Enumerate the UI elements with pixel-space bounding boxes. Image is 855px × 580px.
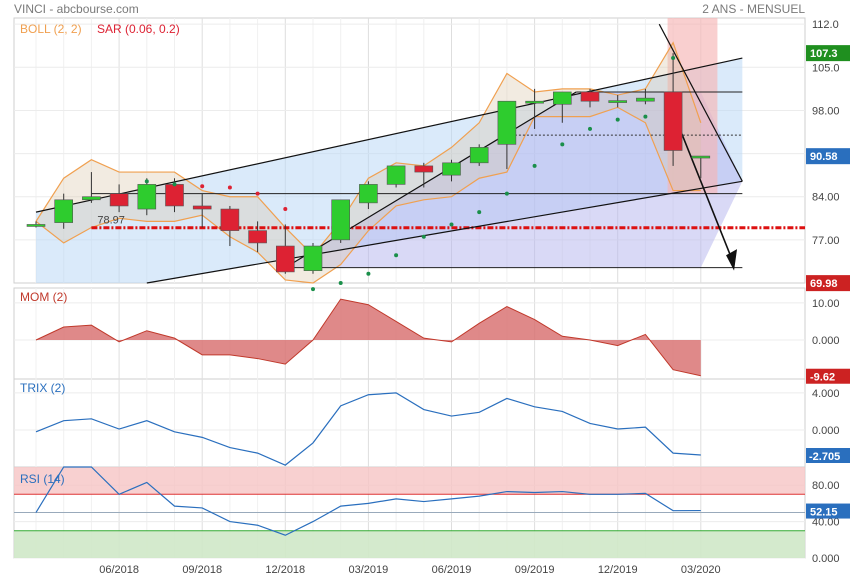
x-axis-tick-4: 06/2019 xyxy=(432,564,472,576)
sar-dot xyxy=(366,271,371,276)
candle-body xyxy=(303,245,323,271)
price-badge-top-bg xyxy=(806,45,850,62)
candle-body xyxy=(414,165,434,173)
chart-source-title: VINCI - abcbourse.com xyxy=(14,2,139,16)
x-axis-tick-6: 12/2019 xyxy=(598,564,638,576)
candle-body xyxy=(109,193,129,207)
mom-label: MOM (2) xyxy=(20,290,67,304)
price-badge-current-bg xyxy=(806,148,850,165)
candle-body xyxy=(691,155,711,159)
trix-label: TRIX (2) xyxy=(20,381,65,395)
candle-body xyxy=(497,100,517,145)
candle-body xyxy=(248,230,267,244)
candle-body xyxy=(636,97,655,102)
candle-body xyxy=(165,184,184,207)
price-badge-bottom: 69.98 xyxy=(810,278,838,290)
support-label: 78.97 xyxy=(97,215,125,227)
rsi-badge-bg xyxy=(806,503,850,519)
rsi-overbought-band xyxy=(14,467,805,495)
trix-badge-bg xyxy=(806,448,850,464)
price-axis-tick-0: 112.0 xyxy=(812,19,839,31)
candle-body xyxy=(442,162,461,176)
sar-dot xyxy=(560,142,565,147)
candle-body xyxy=(608,100,628,103)
sar-dot xyxy=(338,281,343,285)
sar-dot xyxy=(311,287,315,292)
price-badge-current: 90.58 xyxy=(810,151,838,163)
legend-sar: SAR (0.06, 0.2) xyxy=(97,22,180,36)
candle-body xyxy=(54,199,74,223)
x-axis-tick-1: 09/2018 xyxy=(182,564,222,576)
sar-dot xyxy=(615,117,620,122)
rsi-axis-tick-1: 40.00 xyxy=(812,517,840,529)
candle-body xyxy=(525,100,544,104)
sar-dot xyxy=(504,191,509,196)
candle-body xyxy=(359,184,378,204)
price-axis-tick-4: 84.00 xyxy=(812,192,840,204)
sar-dot xyxy=(421,234,426,239)
price-badge-top: 107.3 xyxy=(810,48,838,60)
mom-badge-bg xyxy=(806,368,850,384)
trix-axis-tick-0: 4.000 xyxy=(812,388,840,400)
price-badge-bottom-bg xyxy=(806,275,850,292)
candle-body xyxy=(137,184,157,210)
mom-badge: -9.62 xyxy=(810,372,835,384)
rsi-label: RSI (14) xyxy=(20,472,65,486)
rsi-line xyxy=(35,466,701,536)
x-axis-tick-3: 03/2019 xyxy=(349,564,389,576)
sar-dot xyxy=(172,182,177,187)
sar-dot xyxy=(532,163,537,168)
trix-axis-tick-1: 0.000 xyxy=(812,425,840,437)
rsi-oversold-band xyxy=(14,530,805,558)
mom-area xyxy=(36,299,701,376)
x-axis-tick-2: 12/2018 xyxy=(265,564,305,576)
candle-body xyxy=(26,224,46,227)
rsi-axis-tick-0: 80.00 xyxy=(812,480,840,492)
candle-body xyxy=(275,245,295,273)
candle-body xyxy=(580,91,600,102)
sar-dot xyxy=(255,191,260,196)
candle-body xyxy=(220,208,240,231)
x-axis-tick-0: 06/2018 xyxy=(99,564,139,576)
price-axis-tick-1: 105.0 xyxy=(812,62,840,74)
fan-zone-fill xyxy=(285,91,743,268)
trix-badge: -2.705 xyxy=(809,451,840,463)
x-axis-tick-5: 09/2019 xyxy=(515,564,555,576)
price-axis-tick-2: 98.00 xyxy=(812,105,840,117)
price-axis-tick-5: 77.00 xyxy=(812,235,840,247)
legend-boll: BOLL (2, 2) xyxy=(20,22,82,36)
trendline-fall xyxy=(658,23,743,182)
x-axis-tick-7: 03/2020 xyxy=(681,564,721,576)
forecast-arrowhead xyxy=(726,249,738,271)
rsi-badge: 52.15 xyxy=(810,507,838,519)
mom-axis-tick-1: 0.000 xyxy=(812,335,840,347)
mom-line xyxy=(35,298,701,377)
sar-dot xyxy=(477,210,482,215)
sar-dot xyxy=(283,207,288,212)
period-label: 2 ANS - MENSUEL xyxy=(702,2,805,16)
candle-body xyxy=(469,147,489,164)
trendline-lower xyxy=(146,180,743,284)
candle-body xyxy=(82,196,101,201)
trix-line xyxy=(35,392,701,466)
sar-dot xyxy=(643,114,648,119)
sar-dot xyxy=(227,185,232,190)
candle-body xyxy=(386,165,406,185)
sar-dot xyxy=(394,253,399,258)
mom-axis-tick-0: 10.00 xyxy=(812,298,840,310)
candle-body xyxy=(663,91,683,151)
sar-dot xyxy=(200,184,205,189)
candle-body xyxy=(331,199,351,241)
candle-body xyxy=(552,91,572,105)
sar-dot xyxy=(144,179,149,184)
sar-dot xyxy=(449,222,454,227)
bollinger-lower xyxy=(35,106,701,284)
sar-dot xyxy=(588,126,592,131)
candle-body xyxy=(192,205,212,210)
sar-dot xyxy=(671,56,676,61)
rsi-axis-tick-2: 0.000 xyxy=(812,553,840,565)
